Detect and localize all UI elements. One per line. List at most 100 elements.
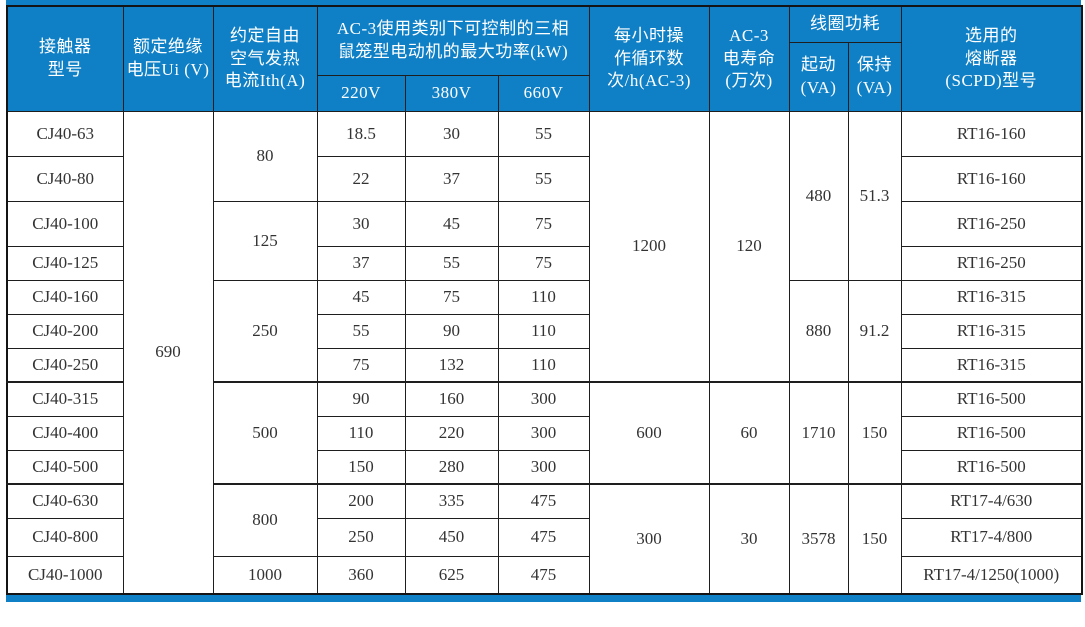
life-cell: 60 [708,381,790,485]
power-220-cell: 22 [316,155,406,202]
fuse-cell: RT16-315 [900,347,1083,383]
model-cell: CJ40-80 [6,155,124,202]
table-frame: 接触器 型号 额定绝缘 电压Ui (V) 约定自由 空气发热 电流Ith(A) … [6,0,1084,602]
model-cell: CJ40-315 [6,381,124,417]
header-voltage-660: 660V [497,74,590,112]
table-row: CJ40-315 500 90 160 300 600 60 1710 150 … [6,381,1083,485]
coil-hold-cell: 51.3 [847,110,902,281]
model-cell: CJ40-125 [6,245,124,281]
table-row: CJ40-400 110 220 300 RT16-500 [6,415,1083,451]
power-660-cell: 475 [497,517,590,557]
power-660-cell: 300 [497,381,590,417]
table-row: CJ40-630 800 200 335 475 300 30 3578 150… [6,483,1083,595]
table-body: CJ40-63 690 80 18.5 30 55 1200 120 480 5… [6,110,1083,595]
header-voltage-380: 380V [404,74,499,112]
header-contactor-model: 接触器 型号 [6,5,124,112]
ith-cell: 1000 [212,555,318,595]
power-660-cell: 110 [497,347,590,383]
model-cell: CJ40-500 [6,449,124,485]
power-380-cell: 450 [404,517,499,557]
power-380-cell: 132 [404,347,499,383]
table-row: CJ40-800 250 450 475 RT17-4/800 [6,517,1083,557]
header-coil-start: 起动 (VA) [788,41,849,112]
fuse-cell: RT17-4/630 [900,483,1083,519]
power-380-cell: 75 [404,279,499,315]
header-voltage-220: 220V [316,74,406,112]
table-row: CJ40-1000 1000 360 625 475 RT17-4/1250(1… [6,555,1083,595]
header-ac3-max-power-group: AC-3使用类别下可控制的三相 鼠笼型电动机的最大功率(kW) [316,5,590,76]
model-cell: CJ40-200 [6,313,124,349]
power-220-cell: 360 [316,555,406,595]
cycles-cell: 1200 [588,110,710,383]
fuse-cell: RT16-250 [900,200,1083,247]
fuse-cell: RT16-500 [900,449,1083,485]
power-380-cell: 220 [404,415,499,451]
header-cycles-per-hour: 每小时操 作循环数 次/h(AC-3) [588,5,710,112]
power-220-cell: 110 [316,415,406,451]
coil-start-cell: 880 [788,279,849,383]
fuse-cell: RT17-4/800 [900,517,1083,557]
power-220-cell: 30 [316,200,406,247]
power-660-cell: 75 [497,200,590,247]
power-660-cell: 475 [497,555,590,595]
header-coil-hold: 保持 (VA) [847,41,902,112]
life-cell: 30 [708,483,790,595]
coil-hold-cell: 150 [847,381,902,485]
ui-voltage-cell: 690 [122,110,214,595]
table-header: 接触器 型号 额定绝缘 电压Ui (V) 约定自由 空气发热 电流Ith(A) … [6,5,1083,112]
table-row: CJ40-100 125 30 45 75 RT16-250 [6,200,1083,281]
power-660-cell: 475 [497,483,590,519]
power-380-cell: 55 [404,245,499,281]
ith-cell: 80 [212,110,318,202]
model-cell: CJ40-800 [6,517,124,557]
power-660-cell: 300 [497,415,590,451]
power-380-cell: 625 [404,555,499,595]
power-380-cell: 335 [404,483,499,519]
power-220-cell: 200 [316,483,406,519]
fuse-cell: RT16-250 [900,245,1083,281]
header-thermal-current: 约定自由 空气发热 电流Ith(A) [212,5,318,112]
power-220-cell: 45 [316,279,406,315]
fuse-cell: RT16-500 [900,381,1083,417]
ith-cell: 250 [212,279,318,383]
cycles-cell: 600 [588,381,710,485]
fuse-cell: RT16-500 [900,415,1083,451]
table-row: CJ40-250 75 132 110 RT16-315 [6,347,1083,383]
power-220-cell: 37 [316,245,406,281]
fuse-cell: RT16-315 [900,279,1083,315]
fuse-cell: RT17-4/1250(1000) [900,555,1083,595]
power-380-cell: 37 [404,155,499,202]
coil-start-cell: 480 [788,110,849,281]
cycles-cell: 300 [588,483,710,595]
table-row: CJ40-500 150 280 300 RT16-500 [6,449,1083,485]
header-fuse: 选用的 熔断器 (SCPD)型号 [900,5,1083,112]
model-cell: CJ40-400 [6,415,124,451]
power-220-cell: 150 [316,449,406,485]
ith-cell: 500 [212,381,318,485]
power-380-cell: 280 [404,449,499,485]
power-660-cell: 55 [497,155,590,202]
table-row: CJ40-125 37 55 75 RT16-250 [6,245,1083,281]
header-rated-insulation-voltage: 额定绝缘 电压Ui (V) [122,5,214,112]
model-cell: CJ40-100 [6,200,124,247]
power-220-cell: 250 [316,517,406,557]
ith-cell: 800 [212,483,318,557]
fuse-cell: RT16-160 [900,110,1083,157]
table-row: CJ40-200 55 90 110 RT16-315 [6,313,1083,349]
power-380-cell: 90 [404,313,499,349]
power-220-cell: 90 [316,381,406,417]
power-660-cell: 300 [497,449,590,485]
ith-cell: 125 [212,200,318,281]
power-220-cell: 18.5 [316,110,406,157]
fuse-cell: RT16-160 [900,155,1083,202]
power-660-cell: 110 [497,313,590,349]
fuse-cell: RT16-315 [900,313,1083,349]
life-cell: 120 [708,110,790,383]
power-380-cell: 30 [404,110,499,157]
power-660-cell: 55 [497,110,590,157]
power-660-cell: 75 [497,245,590,281]
model-cell: CJ40-63 [6,110,124,157]
table-row: CJ40-80 22 37 55 RT16-160 [6,155,1083,202]
power-220-cell: 75 [316,347,406,383]
header-coil-power-group: 线圈功耗 [788,5,902,43]
